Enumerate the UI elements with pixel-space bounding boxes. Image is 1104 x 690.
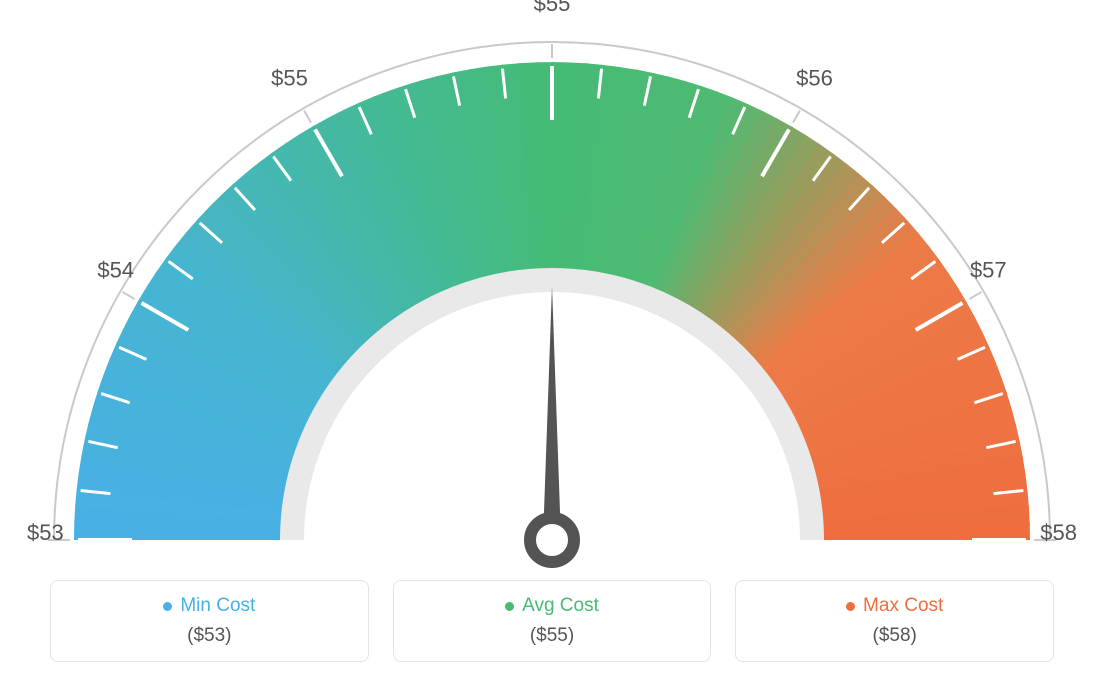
svg-text:$57: $57 (970, 258, 1007, 283)
svg-text:$58: $58 (1040, 520, 1077, 545)
svg-text:$55: $55 (534, 0, 571, 16)
legend-max: Max Cost ($58) (735, 580, 1054, 662)
legend-min: Min Cost ($53) (50, 580, 369, 662)
svg-text:$56: $56 (796, 65, 833, 90)
legend-avg-label: Avg Cost (522, 595, 599, 617)
min-dot-icon (163, 602, 172, 611)
legend-avg: Avg Cost ($55) (393, 580, 712, 662)
legend-min-value: ($53) (51, 625, 368, 647)
cost-gauge: $53 $54 $55 $55 $56 $57 $58 (0, 0, 1104, 570)
legend-avg-value: ($55) (394, 625, 711, 647)
legend-min-label: Min Cost (180, 595, 255, 617)
svg-text:$54: $54 (97, 258, 134, 283)
legend-max-value: ($58) (736, 625, 1053, 647)
max-dot-icon (846, 602, 855, 611)
svg-text:$55: $55 (271, 65, 308, 90)
svg-text:$53: $53 (27, 520, 64, 545)
legend-max-label: Max Cost (863, 595, 943, 617)
avg-dot-icon (505, 602, 514, 611)
legend-row: Min Cost ($53) Avg Cost ($55) Max Cost (… (50, 580, 1054, 662)
